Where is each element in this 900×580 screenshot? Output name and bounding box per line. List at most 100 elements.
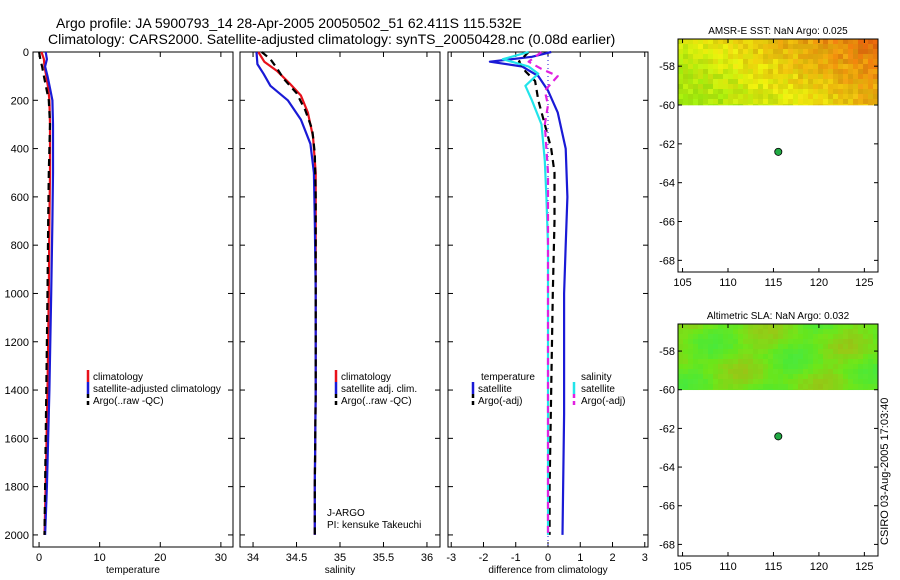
sst-map-cell — [718, 59, 724, 65]
temperature-y-tick-label: 1600 — [5, 433, 29, 445]
sla-map-cell — [853, 369, 859, 375]
sst-map-cell — [763, 79, 769, 85]
sla-map-cell — [773, 359, 779, 365]
sst-map-cell — [703, 44, 709, 50]
sst-map-cell — [773, 99, 779, 105]
sst-map-cell — [698, 54, 704, 60]
sla-map-cell — [813, 374, 819, 380]
sla-map-cell — [688, 334, 694, 340]
sla-map-cell — [743, 389, 749, 391]
sla-map-cell — [803, 359, 809, 365]
sla-map-cell — [723, 324, 729, 330]
sla-map-cell — [868, 324, 874, 330]
sla-map-cell — [858, 364, 864, 370]
sst-map-cell — [763, 74, 769, 80]
sla-map-cell — [693, 344, 699, 350]
sla-map-cell — [683, 329, 689, 335]
sst-map-cell — [718, 79, 724, 85]
sst-map-cell — [693, 99, 699, 105]
sla-map-cell — [813, 369, 819, 375]
sst-map-cell — [728, 74, 734, 80]
sst-map-cell — [688, 84, 694, 90]
sst-map-cell — [853, 59, 859, 65]
sla-map-cell — [863, 349, 869, 355]
temperature-series-satellite-adjusted-climatology — [44, 51, 55, 535]
sla-map-cell — [843, 369, 849, 375]
sst-map-cell — [813, 64, 819, 70]
sla-map-cell — [768, 374, 774, 380]
sst-map-cell — [738, 64, 744, 70]
sst-map-cell — [813, 99, 819, 105]
sla-map-cell — [823, 364, 829, 370]
sst-map-cell — [698, 74, 704, 80]
sla-map-cell — [808, 339, 814, 345]
sla-map-cell — [828, 384, 834, 390]
sla-map-cell — [678, 369, 684, 375]
sla-map-float-marker — [774, 432, 783, 441]
sst-map-cell — [808, 104, 814, 106]
sla-map-cell — [748, 349, 754, 355]
sst-map-cell — [863, 69, 869, 75]
sst-map-cell — [803, 44, 809, 50]
sla-map-cell — [773, 329, 779, 335]
sst-map-cell — [793, 74, 799, 80]
sla-map-cell — [753, 354, 759, 360]
sla-map-cell — [798, 324, 804, 330]
sst-map-x-tick-label: 120 — [810, 277, 828, 289]
sst-map-cell — [848, 64, 854, 70]
sst-map-cell — [753, 74, 759, 80]
sst-map-cell — [793, 64, 799, 70]
sla-map-cell — [868, 384, 874, 390]
sla-map-cell — [823, 339, 829, 345]
sla-map-cell — [718, 369, 724, 375]
sla-map-y-tick-label: -58 — [659, 346, 675, 358]
sst-map-cell — [873, 54, 879, 60]
difference-x-tick-label: 2 — [609, 552, 615, 564]
sla-map-cell — [873, 384, 879, 390]
sla-map-cell — [683, 339, 689, 345]
sst-map-cell — [808, 49, 814, 55]
sla-map-cell — [778, 349, 784, 355]
sst-map-cell — [838, 104, 844, 106]
sst-map-cell — [758, 39, 764, 45]
sla-map-cell — [793, 324, 799, 330]
sst-map-cell — [703, 74, 709, 80]
sst-map-cell — [713, 64, 719, 70]
sst-map-cell — [863, 94, 869, 100]
sla-map-cell — [848, 359, 854, 365]
sst-map-cell — [858, 64, 864, 70]
sla-map-cell — [838, 389, 844, 391]
sst-map-cell — [718, 84, 724, 90]
sst-map-cell — [713, 49, 719, 55]
sla-map-cell — [833, 374, 839, 380]
sla-map-cell — [788, 374, 794, 380]
sla-map-cell — [818, 389, 824, 391]
sla-map-cell — [713, 344, 719, 350]
sla-map-cell — [873, 364, 879, 370]
sst-map-cell — [768, 64, 774, 70]
sla-map-cell — [758, 334, 764, 340]
sla-map-cell — [813, 354, 819, 360]
sla-map-cell — [823, 354, 829, 360]
sst-map-cell — [773, 54, 779, 60]
sst-map-cell — [853, 89, 859, 95]
sst-map-cell — [698, 104, 704, 106]
sla-map-cell — [808, 354, 814, 360]
sst-map-cell — [863, 84, 869, 90]
sst-map-cell — [803, 74, 809, 80]
sla-map-cell — [773, 384, 779, 390]
sla-map-cell — [833, 324, 839, 330]
sla-map-cell — [733, 359, 739, 365]
sla-map-cell — [723, 349, 729, 355]
sst-map-cell — [708, 99, 714, 105]
sla-map-cell — [748, 359, 754, 365]
sla-map-cell — [838, 339, 844, 345]
sla-map-cell — [783, 384, 789, 390]
sst-map-cell — [818, 54, 824, 60]
sla-map-cell — [708, 369, 714, 375]
sst-map-cell — [788, 89, 794, 95]
sla-map-cell — [693, 374, 699, 380]
sst-map-cell — [858, 44, 864, 50]
sla-map-cell — [798, 329, 804, 335]
sla-map-cell — [738, 344, 744, 350]
